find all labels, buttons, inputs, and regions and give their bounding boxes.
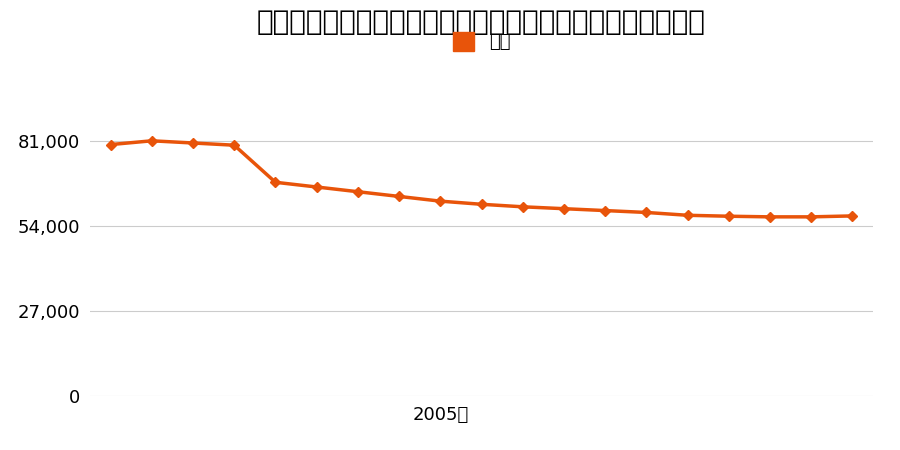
Title: 愛知県小牧市大字間々原新田字上芳池２２９番３の地価推移: 愛知県小牧市大字間々原新田字上芳池２２９番３の地価推移 [257,8,706,36]
Legend: 価格: 価格 [446,25,518,59]
